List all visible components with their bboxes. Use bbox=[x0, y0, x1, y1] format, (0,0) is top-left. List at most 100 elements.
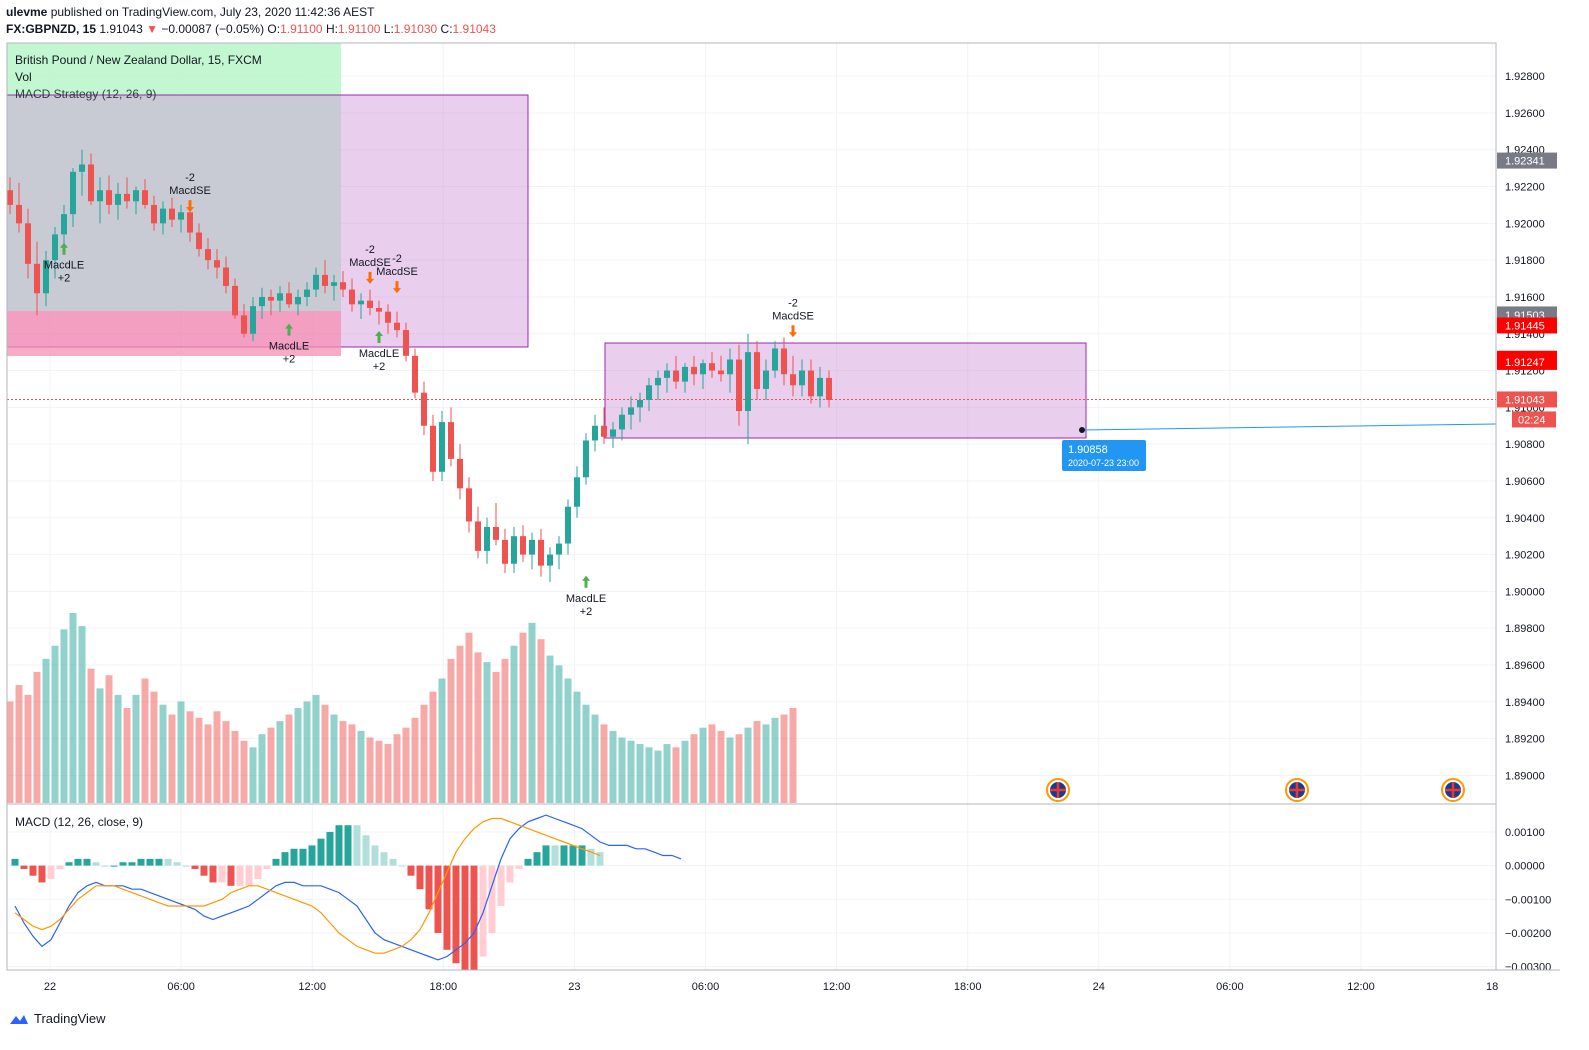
flag-cross bbox=[1050, 782, 1066, 798]
candle-body bbox=[826, 377, 832, 400]
signal-qty: -2 bbox=[365, 244, 375, 256]
price-tick-label: 1.90600 bbox=[1505, 476, 1545, 488]
price-axis-tag-text: 1.91445 bbox=[1505, 320, 1545, 332]
candle-body bbox=[637, 399, 643, 408]
candle-body bbox=[772, 348, 778, 371]
economic-events[interactable] bbox=[1046, 778, 1465, 802]
volume-bar bbox=[123, 708, 131, 803]
price-tick-label: 1.92000 bbox=[1505, 218, 1545, 230]
brand-name: TradingView bbox=[34, 1011, 106, 1026]
macd-histogram-bar bbox=[506, 865, 514, 883]
short-entry-arrow-icon bbox=[789, 325, 797, 338]
macd-histogram-bar bbox=[137, 858, 145, 866]
x-tick-label: 22 bbox=[44, 981, 56, 993]
candle-body bbox=[232, 285, 238, 316]
short-entry-arrow-icon bbox=[366, 271, 374, 284]
macd-histogram-bar bbox=[596, 852, 604, 866]
long-entry-arrow-icon bbox=[285, 323, 293, 336]
signal-line bbox=[14, 817, 601, 954]
volume-bar bbox=[42, 658, 50, 803]
candle-body bbox=[205, 249, 211, 261]
candle-body bbox=[97, 190, 103, 202]
candle-body bbox=[79, 164, 85, 172]
volume-bar bbox=[600, 724, 608, 803]
x-tick-label: 06:00 bbox=[167, 981, 195, 993]
macd-histogram-bar bbox=[425, 865, 433, 910]
macd-histogram-bar bbox=[551, 845, 559, 866]
candle-body bbox=[700, 363, 706, 375]
volume-bar bbox=[726, 737, 734, 803]
macd-histogram-bar bbox=[497, 865, 505, 907]
macd-tick-label: 0.00000 bbox=[1505, 861, 1545, 873]
volume-bar bbox=[303, 701, 311, 803]
x-tick-label: 23 bbox=[568, 981, 580, 993]
candle-body bbox=[349, 289, 355, 305]
candle-body bbox=[745, 352, 751, 412]
macd-histogram-bar bbox=[281, 852, 289, 866]
volume-bar bbox=[564, 678, 572, 803]
open-value: 1.91100 bbox=[280, 22, 323, 36]
macd-histogram-bar bbox=[398, 865, 406, 867]
signal-label: MacdSE bbox=[169, 185, 211, 197]
candle-body bbox=[601, 425, 607, 437]
candle-body bbox=[457, 458, 463, 489]
macd-histogram-bar bbox=[308, 845, 316, 866]
volume-bar bbox=[555, 665, 563, 803]
macd-histogram-bar bbox=[146, 858, 154, 866]
macd-histogram-bar bbox=[578, 845, 586, 866]
macd-histogram-bar bbox=[11, 858, 19, 866]
volume-bar bbox=[159, 704, 167, 803]
candle-body bbox=[88, 164, 94, 202]
volume-bar bbox=[6, 701, 14, 803]
last-price: 1.91043 bbox=[99, 22, 143, 36]
high-value: 1.91100 bbox=[337, 22, 381, 36]
macd-histogram-bar bbox=[560, 845, 568, 866]
signal-label: MacdLE bbox=[359, 348, 399, 360]
macd-histogram-bar bbox=[452, 865, 460, 964]
candle-body bbox=[592, 425, 598, 441]
candle-body bbox=[277, 293, 283, 301]
macd-histogram-bar bbox=[128, 862, 136, 866]
macd-histogram-bar bbox=[533, 852, 541, 866]
volume-bar bbox=[717, 730, 725, 803]
volume-bar bbox=[60, 629, 68, 803]
tradingview-logo[interactable]: TradingView bbox=[8, 1011, 106, 1026]
volume-bars bbox=[6, 613, 797, 803]
candle-body bbox=[502, 539, 508, 564]
volume-bar bbox=[546, 655, 554, 803]
macd-histogram-bar bbox=[524, 858, 532, 866]
macd-histogram-bar bbox=[191, 865, 199, 869]
down-arrow-icon: ▼ bbox=[146, 22, 158, 36]
volume-bar bbox=[213, 711, 221, 803]
volume-bar bbox=[438, 678, 446, 803]
uk-flag-event-icon[interactable] bbox=[1046, 778, 1070, 802]
legend-macd: MACD (12, 26, close, 9) bbox=[15, 815, 143, 829]
volume-bar bbox=[483, 662, 491, 803]
candle-body bbox=[790, 374, 796, 386]
volume-bar bbox=[312, 694, 320, 803]
open-label: O: bbox=[267, 22, 281, 36]
volume-bar bbox=[87, 668, 95, 803]
candlesticks bbox=[7, 149, 832, 583]
candle-body bbox=[682, 366, 688, 382]
close-label: C: bbox=[440, 22, 453, 36]
nz-flag-event-icon[interactable] bbox=[1285, 778, 1309, 802]
candle-body bbox=[736, 359, 742, 412]
candle-body bbox=[259, 296, 265, 307]
price-tick-label: 1.92800 bbox=[1505, 71, 1545, 83]
volume-bar bbox=[699, 727, 707, 803]
candle-body bbox=[151, 204, 157, 224]
macd-histogram-bar bbox=[317, 838, 325, 866]
macd-histogram-bar bbox=[83, 858, 91, 866]
candle-body bbox=[484, 526, 490, 551]
candle-body bbox=[133, 190, 139, 202]
macd-histogram-bar bbox=[335, 825, 343, 866]
signal-label: MacdSE bbox=[772, 310, 814, 322]
uk-flag-event-icon[interactable] bbox=[1441, 778, 1465, 802]
macd-histogram-bar bbox=[164, 858, 172, 866]
candle-body bbox=[7, 190, 13, 205]
volume-bar bbox=[429, 691, 437, 803]
macd-histogram-bar bbox=[155, 858, 163, 866]
volume-bar bbox=[402, 727, 410, 803]
